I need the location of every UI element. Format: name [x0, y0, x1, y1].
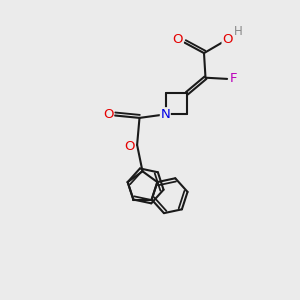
Text: O: O [222, 33, 233, 46]
Text: O: O [173, 33, 183, 46]
Text: F: F [230, 72, 238, 86]
Text: N: N [160, 108, 170, 121]
Text: O: O [125, 140, 135, 153]
Text: O: O [103, 108, 114, 121]
Text: H: H [234, 25, 243, 38]
